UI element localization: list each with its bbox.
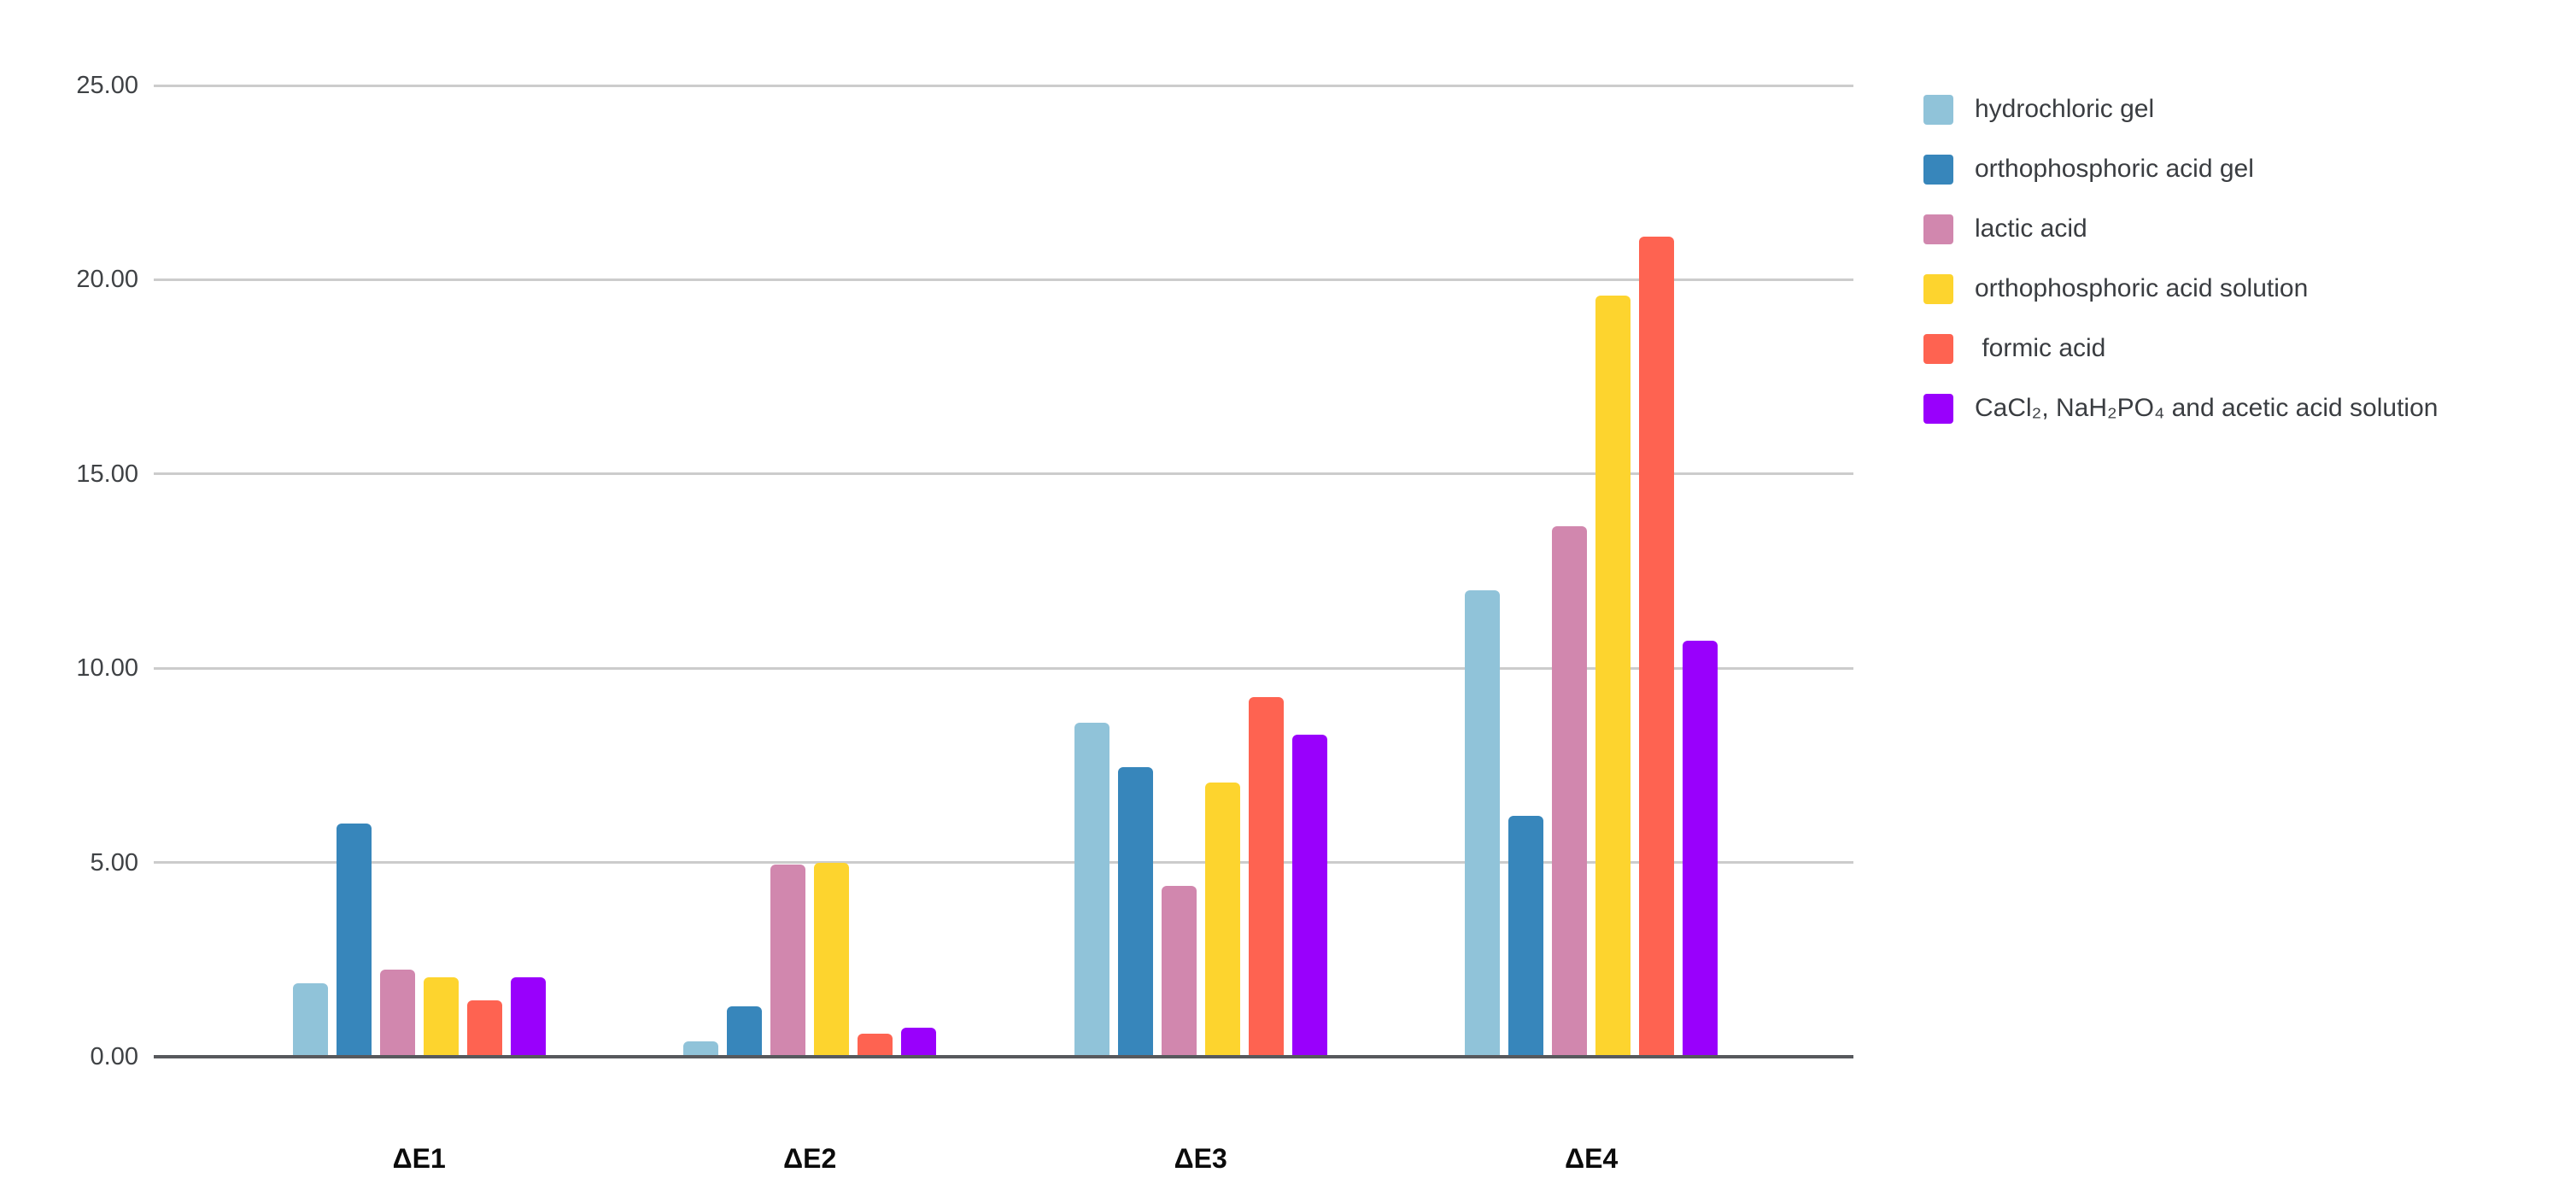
- legend-color-swatch: [1923, 214, 1953, 244]
- y-axis-tick-label: 0.00: [90, 1043, 138, 1070]
- bar-formic-acid-e2[interactable]: [858, 1033, 893, 1057]
- bar-lactic-acid-e4[interactable]: [1552, 526, 1588, 1057]
- bar-orthophosphoric-acid-gel-e1[interactable]: [336, 824, 372, 1057]
- legend-item-hydrochloric-gel[interactable]: hydrochloric gel: [1923, 79, 2438, 139]
- legend-color-swatch: [1923, 333, 1953, 364]
- legend-item-formic-acid[interactable]: formic acid: [1923, 319, 2438, 378]
- bar-lactic-acid-e1[interactable]: [379, 969, 415, 1057]
- bar-formic-acid-e3[interactable]: [1248, 697, 1284, 1057]
- bar-hydrochloric-gel-e1[interactable]: [292, 982, 328, 1057]
- y-axis-tick-label: 10.00: [76, 654, 138, 683]
- bar-orthophosphoric-acid-gel-e3[interactable]: [1117, 767, 1153, 1057]
- legend-item-label: orthophosphoric acid gel: [1975, 155, 2254, 183]
- x-axis-category-label-e3: ΔE3: [1174, 1143, 1227, 1174]
- bar-hydrochloric-gel-e4[interactable]: [1465, 590, 1501, 1057]
- bar-lactic-acid-e2[interactable]: [770, 864, 806, 1057]
- legend-item-label: orthophosphoric acid solution: [1975, 274, 2309, 302]
- bar-cacl-nah-po-and-acetic-acid-solution-e4[interactable]: [1683, 641, 1718, 1057]
- bar-formic-acid-e1[interactable]: [466, 1000, 502, 1057]
- bar-cacl-nah-po-and-acetic-acid-solution-e2[interactable]: [901, 1027, 937, 1057]
- y-axis-tick-label: 15.00: [76, 460, 138, 488]
- y-axis-tick-label: 5.00: [90, 848, 138, 876]
- legend-item-orthophosphoric-acid-solution[interactable]: orthophosphoric acid solution: [1923, 259, 2438, 319]
- bar-group-e1: [292, 85, 546, 1057]
- legend-item-label: hydrochloric gel: [1975, 95, 2155, 123]
- legend: hydrochloric gel orthophosphoric acid gel…: [1923, 79, 2438, 438]
- legend-item-label: CaCl₂, NaH₂PO₄ and acetic acid solution: [1975, 394, 2438, 422]
- bar-group-e4: [1465, 85, 1718, 1057]
- legend-item-label: formic acid: [1975, 334, 2106, 362]
- bar-orthophosphoric-acid-gel-e2[interactable]: [727, 1005, 763, 1057]
- bar-cacl-nah-po-and-acetic-acid-solution-e3[interactable]: [1291, 734, 1327, 1057]
- legend-item-orthophosphoric-acid-gel[interactable]: orthophosphoric acid gel: [1923, 139, 2438, 199]
- bar-orthophosphoric-acid-gel-e4[interactable]: [1508, 816, 1544, 1057]
- gridline: [154, 861, 1853, 865]
- bar-orthophosphoric-acid-solution-e3[interactable]: [1204, 783, 1240, 1057]
- x-axis-category-label-e4: ΔE4: [1565, 1143, 1619, 1174]
- legend-color-swatch: [1923, 154, 1953, 185]
- legend-item-cacl-nah-po-and-acetic-acid-solution[interactable]: CaCl₂, NaH₂PO₄ and acetic acid solution: [1923, 378, 2438, 438]
- gridline: [154, 278, 1853, 281]
- bar-lactic-acid-e3[interactable]: [1161, 885, 1197, 1057]
- bar-orthophosphoric-acid-solution-e1[interactable]: [423, 976, 459, 1057]
- legend-item-lactic-acid[interactable]: lactic acid: [1923, 199, 2438, 259]
- gridline: [154, 472, 1853, 476]
- y-axis-tick-label: 25.00: [76, 72, 138, 99]
- x-axis-category-label-e2: ΔE2: [783, 1143, 837, 1174]
- legend-color-swatch: [1923, 393, 1953, 424]
- bar-orthophosphoric-acid-solution-e4[interactable]: [1595, 295, 1631, 1057]
- bar-hydrochloric-gel-e3[interactable]: [1074, 722, 1109, 1057]
- bar-formic-acid-e4[interactable]: [1639, 237, 1675, 1057]
- bar-group-e2: [683, 85, 937, 1057]
- x-axis-line: [154, 1055, 1853, 1058]
- x-axis-category-label-e1: ΔE1: [392, 1143, 446, 1174]
- y-axis-tick-label: 20.00: [76, 266, 138, 294]
- gridline: [154, 84, 1853, 87]
- gridline: [154, 666, 1853, 670]
- bar-hydrochloric-gel-e2[interactable]: [683, 1041, 719, 1057]
- bar-group-e3: [1074, 85, 1327, 1057]
- legend-color-swatch: [1923, 94, 1953, 125]
- legend-color-swatch: [1923, 273, 1953, 304]
- bar-orthophosphoric-acid-solution-e2[interactable]: [814, 862, 850, 1057]
- legend-item-label: lactic acid: [1975, 214, 2087, 243]
- bar-cacl-nah-po-and-acetic-acid-solution-e1[interactable]: [510, 976, 546, 1057]
